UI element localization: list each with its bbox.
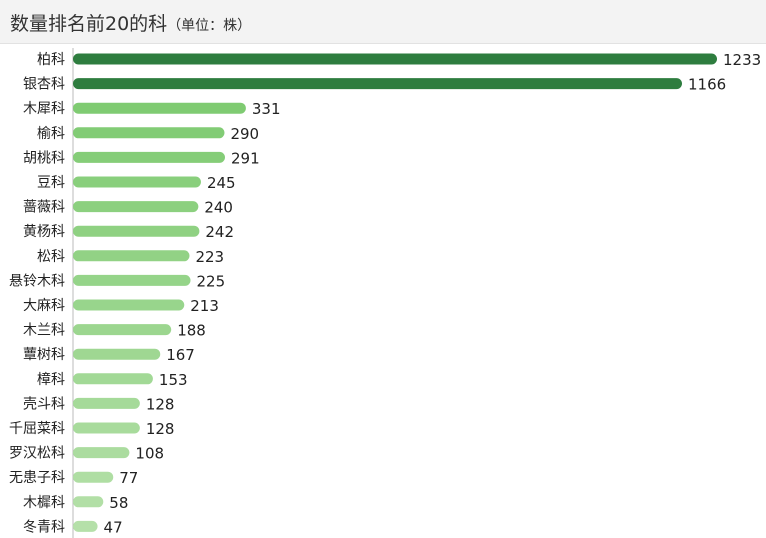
value-label: 240 — [204, 199, 233, 217]
bar — [73, 201, 199, 213]
bar — [73, 373, 153, 385]
category-label: 木犀科 — [23, 101, 65, 117]
bar — [73, 53, 717, 65]
value-label: 245 — [207, 174, 236, 192]
bar — [73, 348, 161, 360]
category-label: 银杏科 — [23, 77, 65, 93]
value-label: 331 — [252, 100, 281, 118]
value-label: 188 — [177, 322, 206, 340]
chart-title: 数量排名前20的科（单位：株） — [10, 9, 251, 36]
bar — [73, 324, 172, 336]
value-label: 242 — [205, 223, 234, 241]
bar — [73, 274, 191, 286]
bar — [73, 422, 140, 434]
bar — [73, 250, 190, 262]
category-label: 木兰科 — [23, 323, 65, 339]
category-label: 冬青科 — [23, 519, 65, 535]
category-label: 壳斗科 — [23, 395, 65, 412]
value-label: 77 — [119, 469, 138, 487]
bar — [73, 447, 130, 459]
value-label: 128 — [146, 395, 175, 413]
category-label: 罗汉松科 — [9, 446, 65, 462]
chart-title-text: 数量排名前20的科 — [10, 13, 168, 35]
category-label: 大麻科 — [23, 298, 65, 314]
value-label: 47 — [104, 518, 123, 536]
value-label: 153 — [159, 371, 188, 389]
bar — [73, 176, 201, 188]
bar — [73, 151, 225, 163]
chart-unit: （单位：株） — [167, 18, 252, 34]
bar — [73, 496, 104, 508]
chart-header: 数量排名前20的科（单位：株） — [0, 0, 766, 44]
category-label: 胡桃科 — [23, 150, 65, 166]
value-label: 290 — [230, 125, 259, 143]
value-label: 128 — [146, 420, 175, 438]
value-label: 225 — [197, 272, 226, 290]
category-label: 松科 — [37, 249, 65, 265]
bar — [73, 102, 246, 114]
value-label: 58 — [109, 494, 128, 512]
value-label: 223 — [195, 248, 224, 266]
category-label: 木樨科 — [23, 495, 65, 511]
category-label: 黄杨科 — [23, 223, 65, 240]
bar — [73, 78, 683, 90]
category-label: 蔷薇科 — [23, 200, 65, 216]
category-label: 樟科 — [37, 371, 65, 388]
category-label: 豆科 — [37, 175, 65, 191]
bar — [73, 471, 114, 483]
bar — [73, 397, 140, 409]
value-label: 1233 — [723, 51, 761, 69]
category-label: 悬铃木科 — [9, 273, 65, 289]
category-label: 千屈菜科 — [9, 421, 65, 437]
category-label: 无患子科 — [9, 470, 65, 486]
value-label: 1166 — [688, 76, 726, 94]
value-label: 213 — [190, 297, 219, 315]
value-label: 291 — [231, 149, 260, 167]
bar — [73, 225, 200, 237]
value-label: 167 — [166, 346, 195, 364]
category-label: 榆科 — [37, 126, 65, 142]
category-label: 蕈树科 — [23, 347, 65, 363]
bar — [73, 299, 185, 311]
bar — [73, 520, 98, 532]
value-label: 108 — [135, 445, 164, 463]
bar — [73, 127, 225, 139]
category-label: 柏科 — [37, 52, 65, 68]
